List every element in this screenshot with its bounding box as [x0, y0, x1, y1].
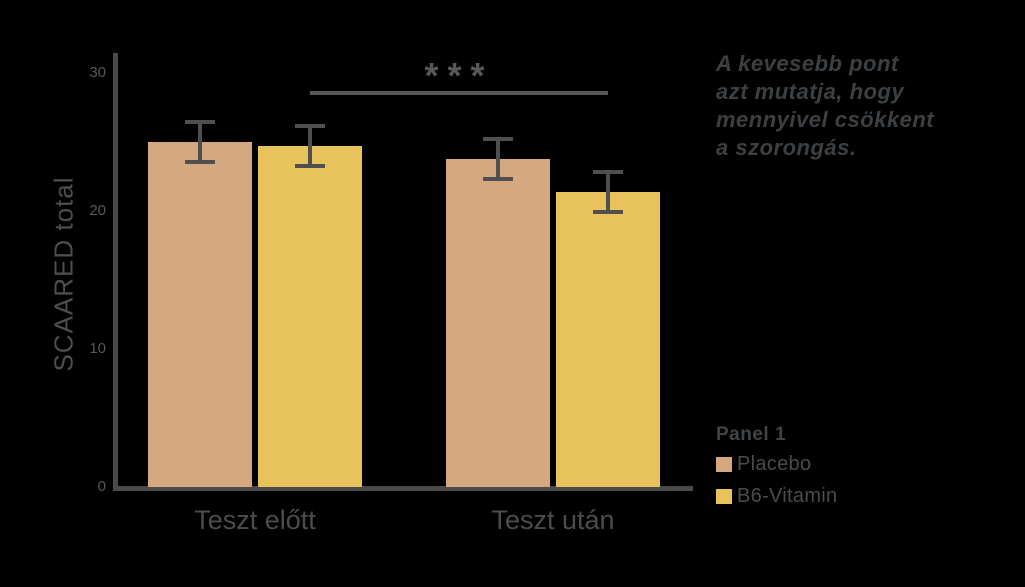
- error-bar-cap-bottom-placebo-1: [185, 160, 215, 164]
- legend-label-placebo: Placebo: [737, 453, 812, 475]
- bar-placebo-1: [148, 142, 252, 487]
- legend-label-b6: B6-Vitamin: [737, 485, 838, 507]
- error-bar-stem-b6-vitamin-1: [308, 127, 312, 165]
- y-tick-label-20: 20: [89, 202, 106, 219]
- x-axis-line: [113, 486, 693, 491]
- bar-b6-vitamin-1: [258, 146, 362, 487]
- error-bar-cap-bottom-b6-vitamin-1: [295, 164, 325, 168]
- error-bar-cap-top-b6-vitamin-2: [593, 170, 623, 174]
- legend-title: Panel 1: [716, 424, 787, 445]
- bar-placebo-2: [446, 159, 550, 487]
- error-bar-stem-b6-vitamin-2: [606, 173, 610, 211]
- legend-swatch-placebo: [716, 457, 732, 472]
- error-bar-cap-top-b6-vitamin-1: [295, 124, 325, 128]
- error-bar-stem-placebo-1: [198, 123, 202, 161]
- error-bar-cap-top-placebo-2: [483, 137, 513, 141]
- error-bar-cap-bottom-placebo-2: [483, 177, 513, 181]
- significance-stars: ***: [424, 55, 494, 96]
- significance-line: [310, 91, 608, 95]
- annotation-text: A kevesebb pont azt mutatja, hogy mennyi…: [716, 51, 935, 160]
- y-axis-line: [113, 53, 118, 490]
- error-bar-stem-placebo-2: [496, 140, 500, 178]
- legend-item-b6: B6-Vitamin: [716, 485, 837, 508]
- legend: Panel 1 Placebo B6-Vitamin: [716, 424, 837, 517]
- y-tick-label-0: 0: [97, 478, 106, 495]
- x-category-label-2: Teszt után: [491, 505, 615, 535]
- error-bar-cap-top-placebo-1: [185, 120, 215, 124]
- y-tick-label-10: 10: [89, 340, 106, 357]
- error-bar-cap-bottom-b6-vitamin-2: [593, 210, 623, 214]
- x-category-label-1: Teszt előtt: [194, 505, 316, 535]
- y-tick-label-30: 30: [89, 64, 106, 81]
- bar-b6-vitamin-2: [556, 192, 660, 487]
- legend-item-placebo: Placebo: [716, 453, 837, 476]
- legend-swatch-b6: [716, 489, 732, 504]
